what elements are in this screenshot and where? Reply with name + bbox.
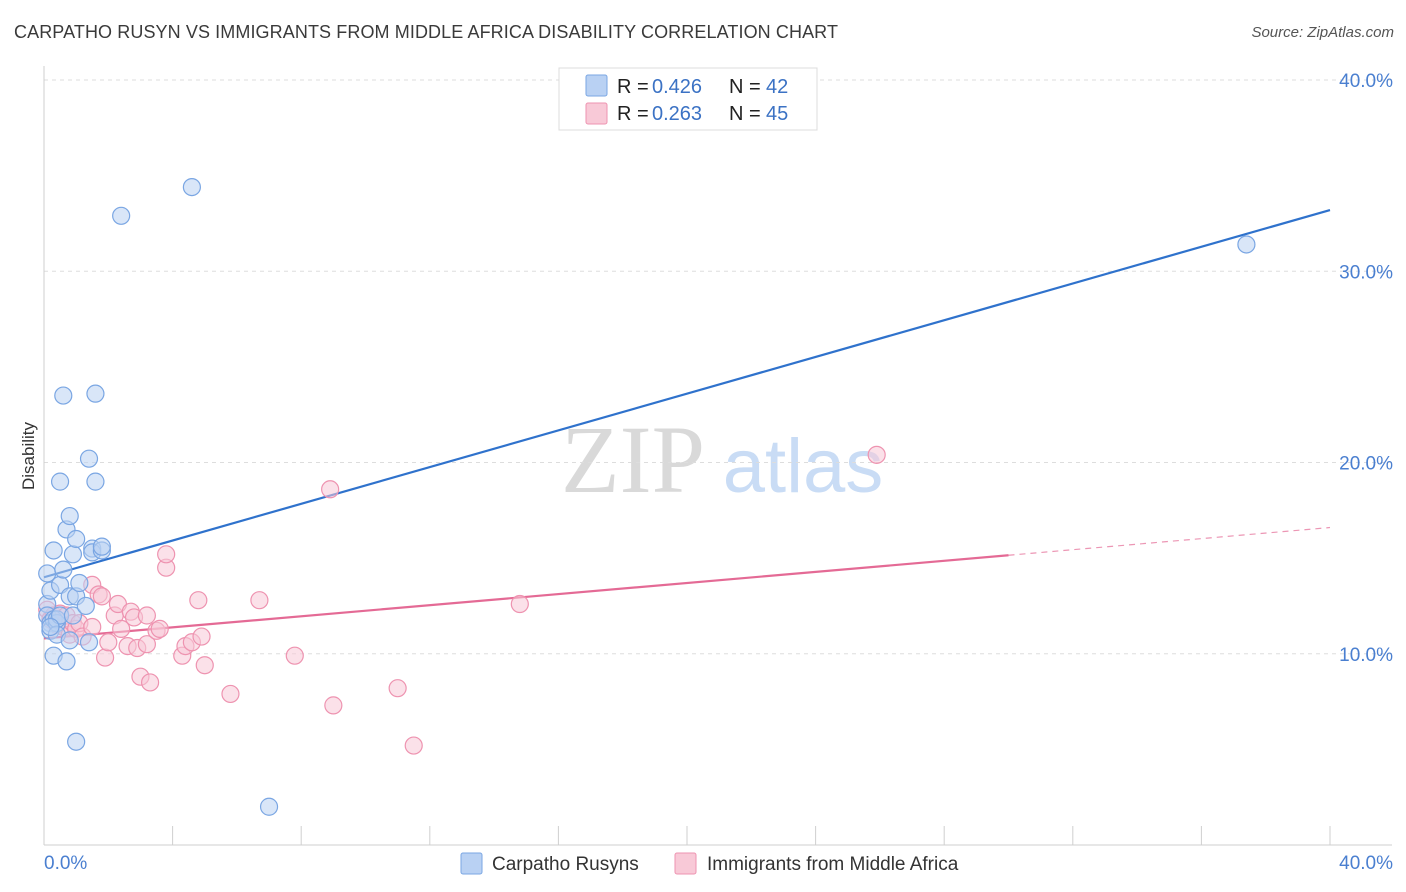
point-middle-africa — [404, 736, 423, 755]
y-tick-label: 40.0% — [1339, 71, 1393, 92]
point-carpatho-rusyns — [1237, 235, 1256, 254]
point-middle-africa — [150, 619, 169, 638]
grid-lines — [44, 79, 1392, 655]
point-carpatho-rusyns — [182, 178, 201, 197]
point-middle-africa — [137, 635, 156, 654]
point-carpatho-rusyns — [79, 449, 99, 468]
point-carpatho-rusyns — [79, 633, 99, 652]
point-carpatho-rusyns — [67, 732, 86, 751]
point-carpatho-rusyns — [112, 206, 131, 225]
point-carpatho-rusyns — [57, 652, 76, 671]
point-carpatho-rusyns — [259, 797, 279, 816]
point-carpatho-rusyns — [60, 506, 79, 526]
y-tick-label: 20.0% — [1339, 454, 1393, 475]
data-points — [38, 178, 1256, 816]
point-middle-africa — [221, 684, 240, 704]
point-middle-africa — [95, 648, 115, 667]
tick-labels: 10.0% 20.0% 30.0% 40.0% 0.0% 40.0% — [44, 71, 1393, 874]
trend-line — [43, 554, 1009, 640]
legend-n-value-2: 45 — [766, 103, 788, 125]
x-tick-label-max: 40.0% — [1339, 853, 1393, 874]
bottom-legend-label-carpatho: Carpatho Rusyns — [492, 854, 639, 875]
legend-r-value-2: 0.263 — [652, 103, 702, 125]
point-middle-africa — [189, 591, 208, 610]
point-middle-africa — [510, 594, 529, 614]
bottom-legend-swatch-middle-africa — [674, 852, 697, 875]
point-middle-africa — [112, 619, 131, 638]
point-middle-africa — [250, 591, 269, 610]
axes — [43, 66, 1392, 846]
legend-n-label-1: N = — [729, 76, 761, 98]
legend-swatch-middle-africa — [585, 102, 608, 125]
legend-swatch-carpatho — [585, 74, 608, 97]
legend-box: R = 0.426 N = 42 R = 0.263 N = 45 — [558, 67, 818, 131]
point-middle-africa — [324, 696, 343, 715]
point-carpatho-rusyns — [54, 560, 73, 579]
y-tick-label: 30.0% — [1339, 262, 1393, 283]
legend-r-label-2: R = — [617, 103, 649, 125]
y-tick-label: 10.0% — [1339, 645, 1393, 666]
watermark-atlas: atlas — [723, 424, 884, 509]
source-credit: Source: ZipAtlas.com — [1251, 24, 1394, 41]
point-carpatho-rusyns — [63, 545, 83, 564]
point-carpatho-rusyns — [76, 596, 95, 616]
point-carpatho-rusyns — [50, 472, 70, 491]
point-carpatho-rusyns — [54, 386, 73, 405]
x-tick-label-min: 0.0% — [44, 853, 87, 874]
point-carpatho-rusyns — [44, 541, 63, 560]
legend-r-value-1: 0.426 — [652, 76, 702, 98]
point-middle-africa — [195, 656, 214, 675]
point-carpatho-rusyns — [60, 631, 79, 650]
legend-n-label-2: N = — [729, 103, 761, 125]
point-carpatho-rusyns — [41, 617, 60, 637]
legend-r-label-1: R = — [617, 76, 649, 98]
point-middle-africa — [867, 445, 886, 464]
trend-line — [43, 208, 1331, 579]
point-middle-africa — [285, 646, 304, 665]
trend-lines — [43, 208, 1331, 640]
trend-line-extension — [1008, 526, 1331, 556]
point-carpatho-rusyns — [67, 529, 86, 549]
point-middle-africa — [192, 627, 211, 646]
bottom-legend-swatch-carpatho — [460, 852, 483, 875]
chart-title: CARPATHO RUSYN VS IMMIGRANTS FROM MIDDLE… — [14, 22, 839, 42]
point-middle-africa — [321, 480, 340, 499]
bottom-legend: Carpatho Rusyns Immigrants from Middle A… — [460, 852, 959, 875]
point-middle-africa — [83, 617, 102, 637]
point-carpatho-rusyns — [92, 537, 111, 556]
point-carpatho-rusyns — [86, 384, 105, 403]
bottom-legend-label-middle-africa: Immigrants from Middle Africa — [707, 854, 959, 875]
point-middle-africa — [99, 633, 118, 652]
point-carpatho-rusyns — [63, 606, 83, 625]
legend-n-value-1: 42 — [766, 76, 788, 98]
point-middle-africa — [388, 679, 407, 698]
point-carpatho-rusyns — [70, 573, 89, 593]
watermark-zip: ZIP — [561, 406, 705, 513]
point-carpatho-rusyns — [86, 472, 105, 491]
point-middle-africa — [92, 587, 111, 606]
point-middle-africa — [140, 673, 160, 692]
y-axis-label: Disability — [19, 421, 38, 490]
point-middle-africa — [157, 545, 176, 564]
point-middle-africa — [137, 606, 156, 625]
